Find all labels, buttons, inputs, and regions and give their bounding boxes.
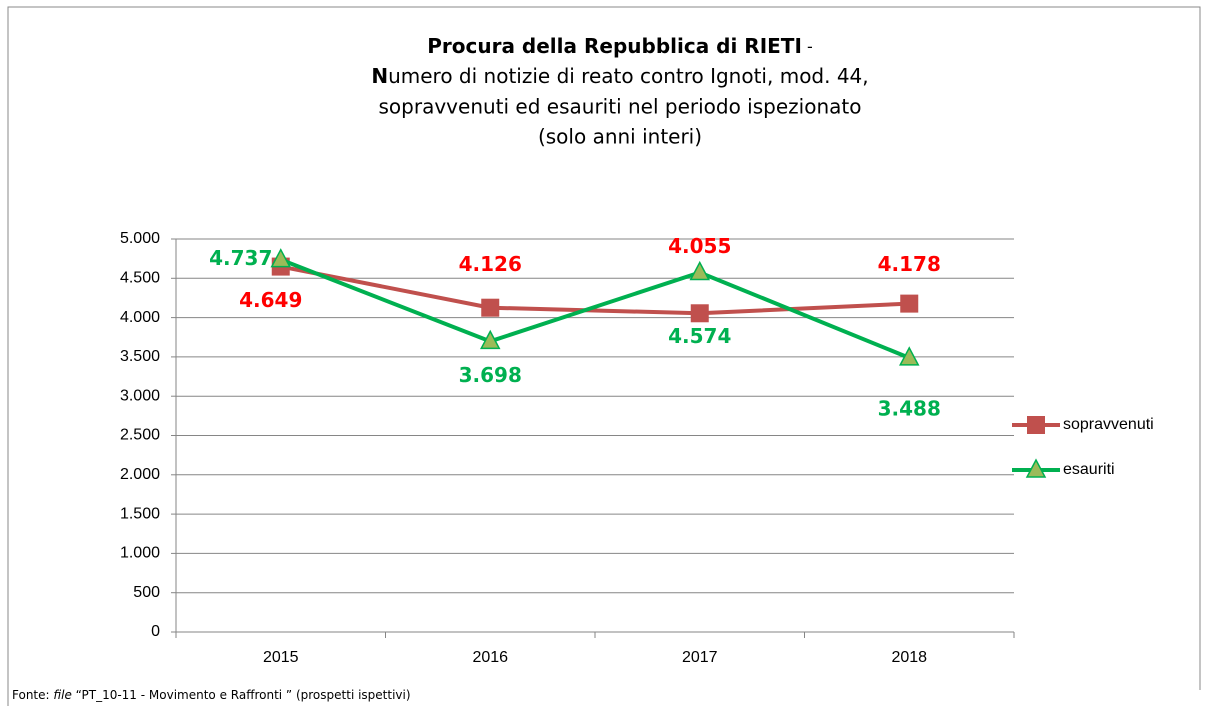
marker (1027, 416, 1045, 434)
y-tick-label: 1.500 (120, 505, 160, 522)
data-label: 4.574 (668, 324, 731, 348)
x-tick-label: 2017 (682, 649, 718, 666)
legend-label: sopravvenuti (1063, 416, 1154, 433)
chart-title: Procura della Repubblica di RIETI - (427, 34, 813, 58)
y-tick-label: 2.500 (120, 427, 160, 444)
data-label: 4.178 (878, 252, 941, 276)
chart-title: Numero di notizie di reato contro Ignoti… (371, 64, 868, 88)
data-label: 4.055 (668, 234, 731, 258)
chart-frame (7, 6, 1201, 706)
title-part: umero di notizie di reato contro Ignoti,… (388, 64, 869, 88)
source-note: Fonte: file “PT_10-11 - Movimento e Raff… (12, 688, 411, 702)
marker (481, 298, 500, 317)
legend-label: esauriti (1063, 461, 1115, 478)
chart-title: sopravvenuti ed esauriti nel periodo isp… (379, 95, 862, 119)
data-label: 3.698 (459, 363, 522, 387)
y-tick-label: 2.000 (120, 466, 160, 483)
marker (480, 329, 501, 350)
marker (1025, 458, 1047, 478)
source-part: “PT_10-11 - Movimento e Raffronti ” (pro… (72, 688, 411, 702)
data-label: 4.737 (209, 246, 272, 270)
data-label: 4.649 (239, 288, 302, 312)
source-part: file (53, 688, 71, 702)
title-part: Procura della Repubblica di RIETI (427, 34, 802, 58)
x-tick-label: 2015 (263, 649, 299, 666)
y-tick-label: 3.000 (120, 387, 160, 404)
marker (270, 248, 291, 268)
source-part: Fonte: (12, 688, 53, 702)
marker (899, 346, 920, 366)
y-tick-label: 4.000 (120, 309, 160, 326)
y-tick-label: 3.500 (120, 348, 160, 365)
x-tick-label: 2016 (472, 649, 508, 666)
chart-title: (solo anni interi) (538, 125, 702, 149)
x-tick-label: 2018 (891, 649, 927, 666)
y-tick-label: 5.000 (120, 230, 160, 247)
title-part: - (802, 37, 813, 56)
data-label: 4.126 (459, 252, 522, 276)
marker (900, 294, 919, 313)
y-tick-label: 4.500 (120, 270, 160, 287)
marker (690, 304, 709, 323)
y-tick-label: 0 (151, 623, 160, 640)
title-part: N (371, 64, 388, 88)
series-line (280, 264, 910, 316)
marker (689, 260, 710, 281)
y-tick-label: 1.000 (120, 545, 160, 562)
data-label: 3.488 (878, 396, 941, 420)
y-tick-label: 500 (133, 584, 160, 601)
series-line (280, 257, 911, 360)
